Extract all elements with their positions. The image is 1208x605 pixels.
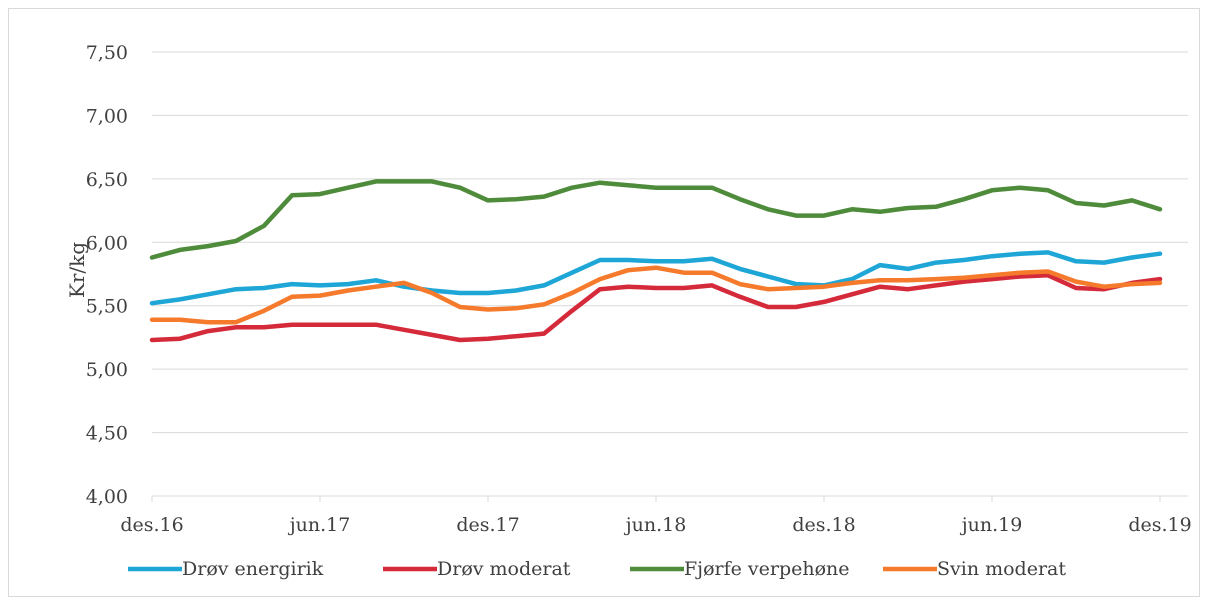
legend-label: Drøv energirik — [182, 558, 324, 580]
y-tick-label: 5,00 — [86, 359, 128, 381]
y-tick-label: 4,00 — [86, 486, 128, 508]
legend-label: Drøv moderat — [437, 558, 571, 580]
y-axis-label: Kr/kg — [65, 242, 89, 298]
y-tick-label: 5,50 — [86, 296, 128, 318]
series-line-1 — [149, 250, 1163, 306]
y-tick-label: 6,00 — [86, 232, 128, 254]
legend: Drøv energirik Drøv moderat Fjørfe verpehø… — [128, 558, 1066, 580]
x-tick-label: jun.18 — [624, 514, 687, 536]
y-tick-label: 4,50 — [86, 423, 128, 445]
legend-label: Fjørfe verpehøne — [684, 558, 850, 580]
y-tick-label: 6,50 — [86, 169, 128, 191]
x-tick-label: des.17 — [456, 514, 519, 536]
y-axis-ticks: 4,00 4,50 5,00 5,50 6,00 6,50 7,00 7,50 — [86, 42, 128, 508]
x-tick-label: des.16 — [120, 514, 183, 536]
y-tick-label: 7,00 — [86, 105, 128, 127]
series-line-3 — [149, 179, 1163, 260]
x-tick-label: des.19 — [1128, 514, 1191, 536]
x-tick-label: des.18 — [792, 514, 855, 536]
series-lines — [149, 179, 1163, 343]
x-tick-label: jun.17 — [288, 514, 351, 536]
x-axis: des.16 jun.17 des.17 jun.18 des.18 jun.19 des.… — [120, 495, 1192, 536]
chart-frame — [8, 8, 1200, 597]
gridlines — [152, 51, 1188, 434]
y-tick-label: 7,50 — [86, 42, 128, 64]
series-line-4 — [149, 265, 1163, 325]
legend-label: Svin moderat — [937, 558, 1066, 580]
x-tick-label: jun.19 — [960, 514, 1023, 536]
series-line-2 — [149, 273, 1163, 343]
